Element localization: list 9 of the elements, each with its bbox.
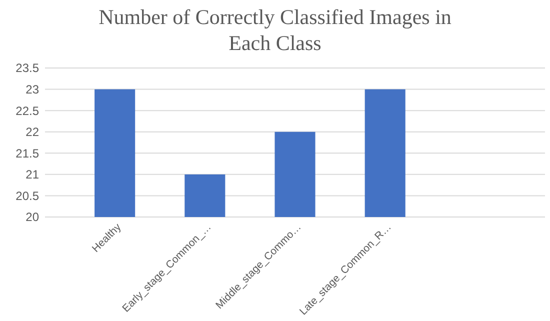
y-tick-label: 23.5 bbox=[16, 61, 40, 76]
y-tick-label: 20 bbox=[26, 210, 40, 224]
y-tick-label: 21 bbox=[26, 168, 40, 182]
chart-title: Number of Correctly Classified Images in Each Class bbox=[98, 5, 452, 55]
y-tick-label: 22.5 bbox=[16, 104, 40, 118]
y-tick-label: 20.5 bbox=[16, 188, 40, 203]
y-tick-label: 22 bbox=[26, 125, 40, 140]
y-tick-label: 23 bbox=[26, 82, 40, 96]
y-tick-label: 21.5 bbox=[16, 146, 40, 160]
